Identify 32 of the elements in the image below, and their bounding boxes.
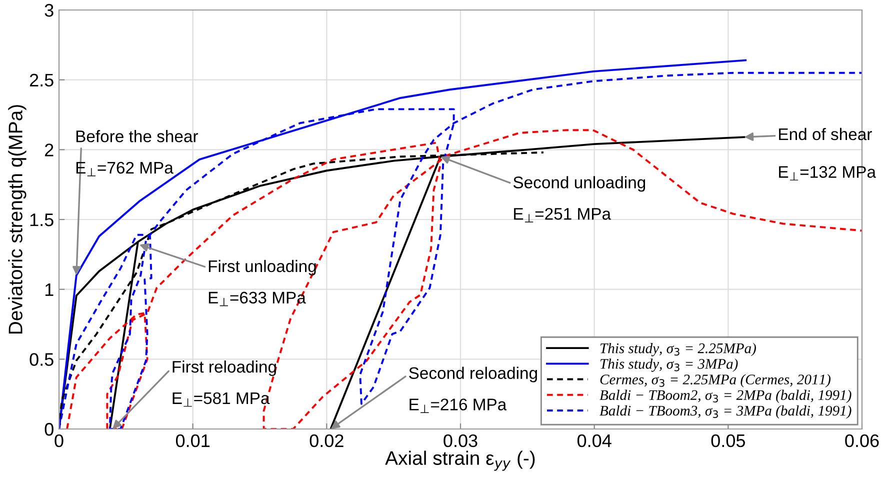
- x-tick-label: 0.03: [444, 434, 478, 448]
- x-tick-label: 0.04: [577, 434, 612, 448]
- x-axis-title: Axial strain ε$_{yy}$ (-): [385, 450, 535, 471]
- legend-label: Baldi − TBoom2, σ$_{3}$ = 2MPa (baldi, 1991): [600, 390, 852, 403]
- y-tick-label: 0.5: [30, 353, 54, 366]
- x-tick-label: 0: [54, 434, 64, 448]
- annotation: E$_{⊥}$=216 MPa: [410, 398, 507, 413]
- annotation: First reloading: [172, 360, 276, 376]
- legend-label: Baldi − TBoom3, σ$_{3}$ = 3MPa (baldi, 1991): [600, 405, 852, 419]
- y-tick-label: 3: [44, 4, 54, 17]
- x-tick-label: 0.02: [310, 434, 344, 448]
- annotation: E$_{⊥}$=762 MPa: [76, 162, 174, 176]
- annotation: Second unloading: [513, 176, 646, 192]
- x-tick-label: 0.05: [711, 434, 745, 448]
- y-tick-label: 1.5: [30, 214, 54, 226]
- legend-label: Cermes, σ$_{3}$ = 2.25MPa (Cermes, 2011): [600, 374, 830, 388]
- annotation: E$_{⊥}$=132 MPa: [779, 166, 876, 180]
- annotation: E$_{⊥}$=633 MPa: [208, 292, 306, 306]
- legend-label: This study, σ$_{3}$ = 2.25MPa): [600, 342, 756, 356]
- y-tick-label: 2: [45, 144, 54, 156]
- x-tick-label: 0.01: [176, 434, 210, 448]
- y-tick-label: 2.5: [30, 74, 54, 87]
- annotation: First unloading: [208, 260, 316, 276]
- legend-label: This study, σ$_{3}$ = 3MPa): [600, 358, 738, 372]
- y-tick-label: 1: [45, 283, 54, 296]
- annotation: E$_{⊥}$=251 MPa: [514, 208, 612, 222]
- annotation: Before the shear: [76, 130, 198, 142]
- x-tick-label: 0.06: [845, 434, 879, 448]
- y-tick-label: 0: [44, 422, 54, 436]
- annotation: Second reloading: [409, 366, 537, 382]
- y-axis-title: Deviatoric strength q(MPa): [8, 105, 26, 334]
- annotation: End of shear: [779, 128, 872, 140]
